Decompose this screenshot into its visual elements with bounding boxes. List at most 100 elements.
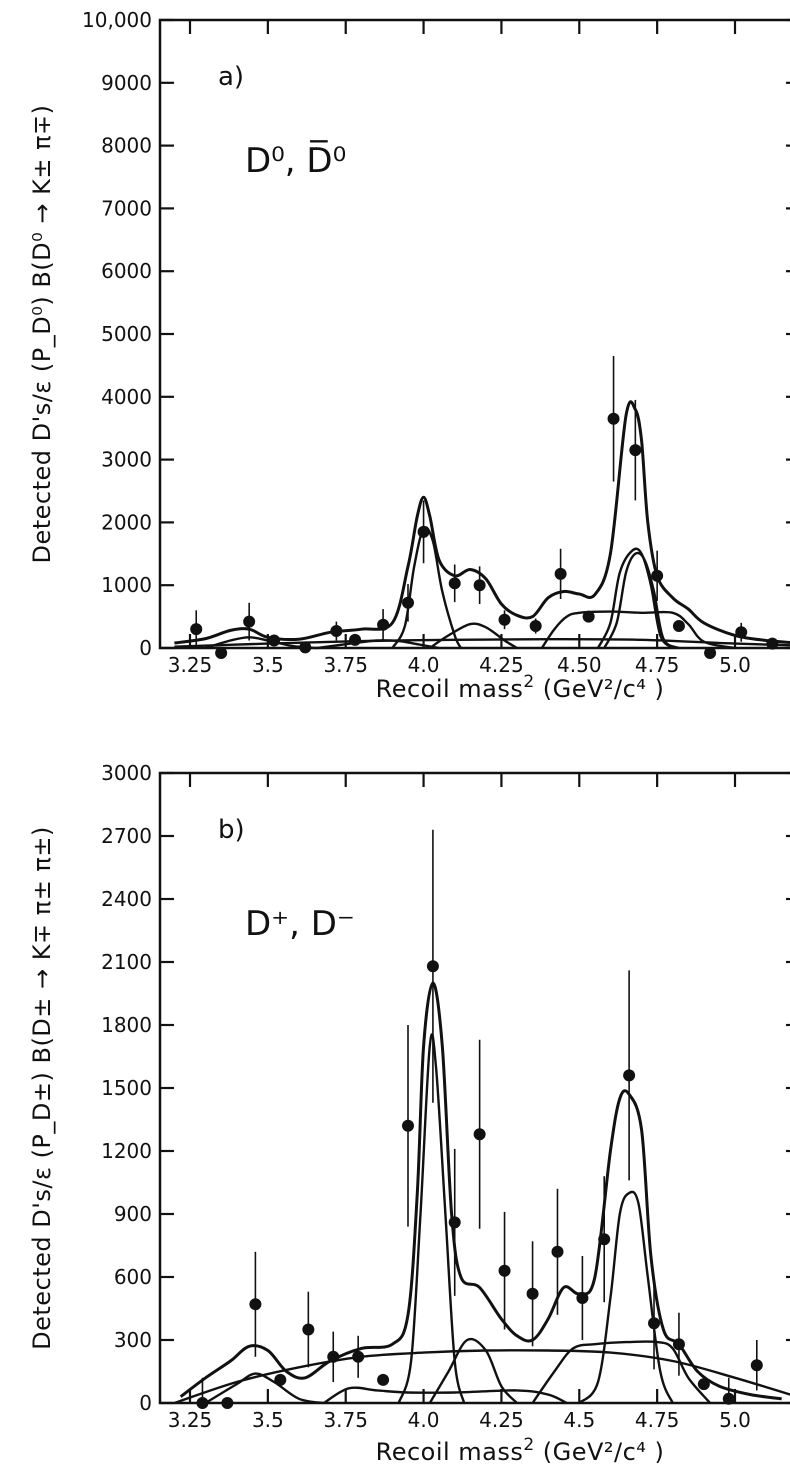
fit-curve-total bbox=[174, 400, 790, 645]
panel-b-fit-curves bbox=[174, 981, 790, 1405]
y-tick-label: 3000 bbox=[101, 761, 152, 785]
data-point bbox=[377, 1373, 390, 1386]
y-tick-label: 900 bbox=[114, 1202, 152, 1226]
panel-b-x-axis-label: Recoil mass bbox=[376, 1438, 524, 1466]
panel-b-label: b) bbox=[218, 815, 245, 845]
fit-curve-plateau bbox=[540, 610, 736, 650]
data-point bbox=[629, 444, 642, 457]
y-tick-label: 2700 bbox=[101, 824, 152, 848]
y-tick-label: 9000 bbox=[101, 71, 152, 95]
fit-curve-low-bump bbox=[204, 1372, 325, 1405]
panel-b-x-axis-title: Recoil mass2 (GeV²/c⁴ ) bbox=[376, 1435, 665, 1466]
data-point bbox=[766, 637, 779, 650]
panel-a-x-axis-title: Recoil mass2 (GeV²/c⁴ ) bbox=[376, 672, 665, 703]
fit-curve-total bbox=[179, 981, 782, 1401]
data-point bbox=[651, 569, 664, 582]
data-point bbox=[473, 579, 486, 592]
y-tick-label: 6000 bbox=[101, 259, 152, 283]
fit-curve-peak-4.68a bbox=[596, 547, 674, 649]
data-point bbox=[607, 412, 620, 425]
data-point bbox=[327, 1350, 340, 1363]
data-point bbox=[526, 1287, 539, 1300]
fit-curve-mid-bump bbox=[317, 639, 440, 650]
data-point bbox=[529, 620, 542, 633]
panel-b-species-label: D⁺, D⁻ bbox=[245, 904, 355, 944]
y-tick-label: 1200 bbox=[101, 1139, 152, 1163]
data-point bbox=[243, 615, 256, 628]
x-tick-label: 4.0 bbox=[408, 1408, 440, 1432]
data-point bbox=[448, 1216, 461, 1229]
y-tick-label: 300 bbox=[114, 1328, 152, 1352]
x-tick-label: 3.25 bbox=[168, 653, 213, 677]
data-point bbox=[417, 525, 430, 538]
fit-curve-low-bump bbox=[205, 636, 318, 650]
fit-curve-broad-4.65 bbox=[531, 1340, 712, 1404]
x-tick-label: 3.5 bbox=[252, 1408, 284, 1432]
y-tick-label: 2100 bbox=[101, 950, 152, 974]
data-point bbox=[190, 623, 203, 636]
panel-a-chart: 0 1000 2000 3000 4000 5000 6000 7000 8000 9000 10,… bbox=[28, 8, 790, 703]
data-point bbox=[377, 618, 390, 631]
data-point bbox=[576, 1292, 589, 1304]
y-tick-label: 8000 bbox=[101, 134, 152, 158]
data-point bbox=[352, 1350, 365, 1363]
data-point bbox=[648, 1317, 661, 1330]
x-tick-label: 4.5 bbox=[563, 1408, 595, 1432]
panel-b-x-axis-squared: 2 bbox=[523, 1435, 534, 1455]
panel-b-y-tick-labels: 0 300 600 900 1200 1500 1800 2100 2400 2700 3000 bbox=[101, 761, 152, 1415]
data-point bbox=[268, 634, 281, 647]
panel-a-x-axis-units: (GeV²/c⁴ ) bbox=[543, 675, 665, 703]
data-point bbox=[302, 1323, 315, 1336]
panel-b-data-points bbox=[196, 829, 763, 1409]
data-point bbox=[598, 1233, 611, 1246]
y-tick-label: 10,000 bbox=[82, 8, 152, 32]
x-tick-label: 4.75 bbox=[635, 653, 680, 677]
data-point bbox=[623, 1069, 636, 1082]
panel-a-y-axis-title: Detected D's/ε (P_D⁰) B(D⁰ → K± π∓) bbox=[28, 104, 56, 563]
fit-curve-mid-bump bbox=[323, 1386, 568, 1405]
data-point bbox=[582, 610, 595, 623]
x-tick-label: 3.75 bbox=[323, 653, 368, 677]
x-tick-label: 4.75 bbox=[635, 1408, 680, 1432]
data-point bbox=[249, 1298, 262, 1311]
data-point bbox=[448, 577, 461, 590]
panel-b-y-axis-title: Detected D's/ε (P_D±) B(D± → K∓ π± π±) bbox=[28, 826, 56, 1350]
y-tick-label: 2000 bbox=[101, 510, 152, 534]
x-tick-label: 5.0 bbox=[719, 1408, 751, 1432]
y-tick-label: 1500 bbox=[101, 1076, 152, 1100]
data-point bbox=[215, 647, 228, 660]
panel-a-x-tick-labels: 3.25 3.5 3.75 4.0 4.25 4.50 4.75 5.0 bbox=[168, 653, 751, 677]
data-point bbox=[473, 1128, 486, 1141]
panel-a-ticks bbox=[160, 18, 790, 650]
fit-curve-peak-4.65 bbox=[578, 1190, 674, 1404]
data-point bbox=[299, 641, 312, 654]
panel-a-species-label: D⁰, D̅⁰ bbox=[245, 140, 346, 181]
data-point bbox=[330, 625, 343, 638]
panel-a-data-points bbox=[190, 355, 779, 660]
data-point bbox=[402, 1119, 414, 1132]
fit-curve-peak-4.15 bbox=[429, 622, 518, 650]
fit-curve-peak-4.68b bbox=[603, 551, 680, 650]
y-tick-label: 0 bbox=[139, 636, 152, 660]
x-tick-label: 4.0 bbox=[408, 653, 440, 677]
data-point bbox=[498, 613, 511, 626]
data-point bbox=[672, 1338, 685, 1351]
x-tick-label: 3.25 bbox=[168, 1408, 213, 1432]
y-tick-label: 3000 bbox=[101, 448, 152, 472]
y-tick-label: 5000 bbox=[101, 322, 152, 346]
x-tick-label: 4.50 bbox=[557, 653, 602, 677]
fit-curve-background bbox=[174, 1349, 790, 1405]
panel-b-x-tick-labels: 3.25 3.5 3.75 4.0 4.25 4.5 4.75 5.0 bbox=[168, 1408, 751, 1432]
data-point bbox=[704, 647, 717, 660]
panel-b-x-axis-units: (GeV²/c⁴ ) bbox=[543, 1438, 665, 1466]
data-point bbox=[274, 1373, 287, 1386]
data-point bbox=[196, 1397, 209, 1409]
data-point bbox=[672, 620, 685, 633]
panel-a-frame bbox=[158, 18, 790, 650]
y-tick-label: 1000 bbox=[101, 573, 152, 597]
data-point bbox=[554, 567, 567, 580]
y-tick-label: 1800 bbox=[101, 1013, 152, 1037]
panel-a-x-axis-label: Recoil mass bbox=[376, 675, 524, 703]
y-tick-label: 7000 bbox=[101, 196, 152, 220]
